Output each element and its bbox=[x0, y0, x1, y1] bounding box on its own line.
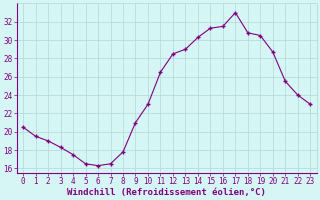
X-axis label: Windchill (Refroidissement éolien,°C): Windchill (Refroidissement éolien,°C) bbox=[67, 188, 266, 197]
